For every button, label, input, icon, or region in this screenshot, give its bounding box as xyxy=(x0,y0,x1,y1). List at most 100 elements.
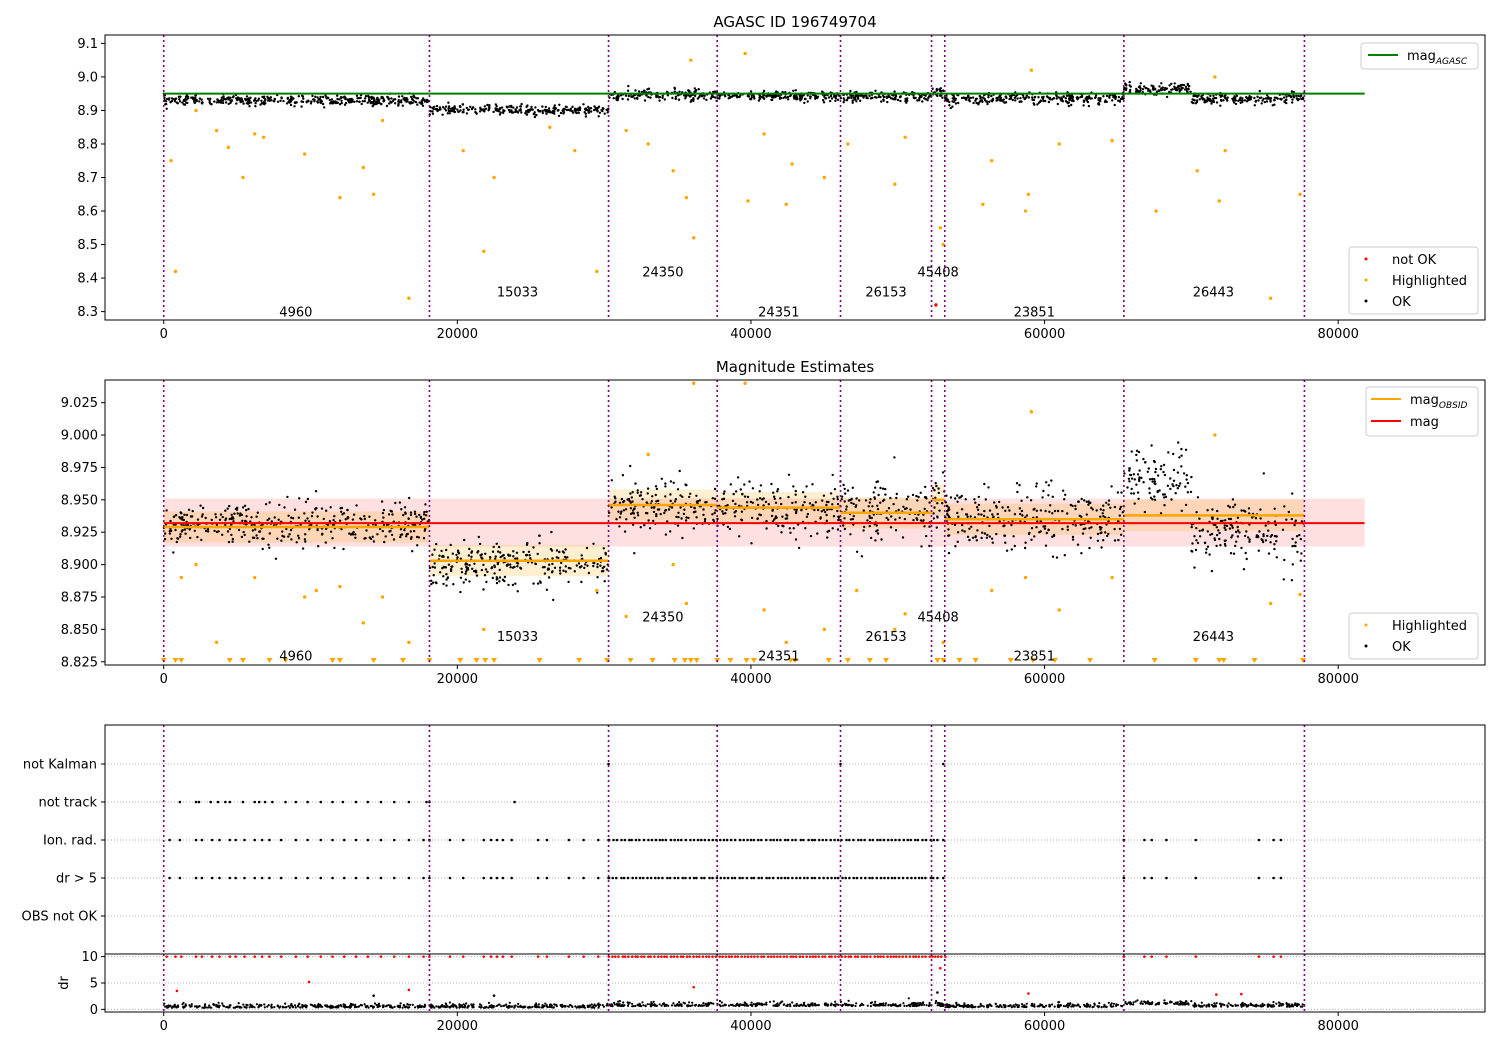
ok-point xyxy=(1219,544,1222,547)
ok-point xyxy=(936,502,939,505)
ok-point xyxy=(932,517,936,520)
flag-point xyxy=(689,838,692,842)
ok-point xyxy=(291,517,295,520)
dr-point xyxy=(660,1004,663,1007)
flag-point xyxy=(936,838,939,842)
flag-point xyxy=(622,876,626,880)
ok-point xyxy=(849,498,852,502)
ok-point xyxy=(1066,512,1069,515)
ok-point xyxy=(1020,499,1023,502)
ok-point xyxy=(165,102,168,106)
ok-point xyxy=(1098,97,1101,100)
flag-point xyxy=(379,800,383,804)
ok-point xyxy=(592,542,595,545)
ok-point xyxy=(748,480,751,483)
ok-point xyxy=(1182,472,1186,475)
ok-point xyxy=(983,99,987,102)
highlighted-point xyxy=(1298,592,1302,597)
ok-point xyxy=(876,507,880,511)
ok-point xyxy=(746,94,750,98)
ok-point xyxy=(778,96,782,99)
ok-point xyxy=(794,489,797,493)
ok-point xyxy=(1284,98,1288,102)
ok-point xyxy=(519,108,522,111)
ok-point xyxy=(1077,96,1080,100)
ok-point xyxy=(327,96,330,100)
flag-point xyxy=(857,838,860,842)
dr-point xyxy=(217,1004,220,1007)
ok-point xyxy=(1148,491,1151,495)
ok-point xyxy=(553,104,556,107)
ok-point xyxy=(763,94,766,97)
ok-point xyxy=(993,501,996,504)
ok-point xyxy=(1154,467,1158,471)
flag-point xyxy=(1194,876,1198,880)
ok-point xyxy=(1128,80,1131,84)
dr-point xyxy=(680,1004,683,1008)
ok-point xyxy=(991,513,994,516)
ok-point xyxy=(826,508,829,511)
flag-point xyxy=(752,838,756,842)
ok-point xyxy=(627,94,630,98)
ok-point xyxy=(1148,487,1151,490)
dr-point xyxy=(798,1004,801,1007)
ok-point xyxy=(1267,552,1271,555)
flag-point xyxy=(742,838,745,842)
ok-point xyxy=(1102,95,1105,98)
ok-point xyxy=(268,546,271,549)
flag-point xyxy=(342,838,346,842)
ok-point xyxy=(770,98,773,102)
ok-point xyxy=(957,515,960,518)
ok-point xyxy=(431,553,434,556)
ok-point xyxy=(1004,101,1008,104)
dr-point xyxy=(907,997,910,1000)
flag-point xyxy=(711,838,715,842)
ok-point xyxy=(690,505,693,509)
dr-point xyxy=(723,1003,726,1006)
ok-point xyxy=(1090,97,1093,100)
ok-point xyxy=(1234,102,1238,106)
ok-point xyxy=(467,108,470,111)
ok-point xyxy=(470,107,474,111)
ok-point xyxy=(714,96,717,99)
ok-point xyxy=(1001,506,1004,509)
clipped-marker xyxy=(576,658,583,663)
ok-point xyxy=(412,529,416,533)
dr-point xyxy=(209,1006,212,1009)
ok-point xyxy=(402,513,405,517)
clipped-marker xyxy=(1029,658,1036,663)
ok-point xyxy=(975,97,978,101)
flag-point xyxy=(425,800,428,804)
ok-point xyxy=(287,514,290,517)
ok-point xyxy=(224,523,227,527)
ok-point xyxy=(411,97,414,101)
dr-point xyxy=(287,1005,290,1008)
ok-point xyxy=(1247,96,1250,100)
dr-point xyxy=(678,1001,681,1004)
flag-point xyxy=(243,838,246,842)
ok-point xyxy=(382,508,386,512)
ok-point xyxy=(771,95,774,99)
ok-point xyxy=(1291,545,1294,548)
dr-point xyxy=(270,1003,273,1006)
ok-point xyxy=(964,96,968,100)
ok-point xyxy=(1196,496,1200,499)
ok-point xyxy=(884,493,887,496)
ok-point xyxy=(1295,97,1299,100)
ok-point xyxy=(371,105,374,108)
flag-point xyxy=(909,838,913,842)
ok-point xyxy=(651,495,654,498)
ok-point xyxy=(507,553,510,556)
ok-point xyxy=(1003,534,1006,537)
ok-point xyxy=(893,456,896,459)
flag-point xyxy=(197,800,201,804)
ok-point xyxy=(1023,546,1027,550)
ok-point xyxy=(1269,99,1272,102)
ok-point xyxy=(368,100,372,103)
ok-point xyxy=(1157,89,1161,92)
ok-point xyxy=(266,99,269,102)
ok-point xyxy=(541,566,545,569)
ok-point xyxy=(978,100,981,103)
ok-point xyxy=(1273,543,1276,546)
ok-point xyxy=(1000,98,1003,102)
